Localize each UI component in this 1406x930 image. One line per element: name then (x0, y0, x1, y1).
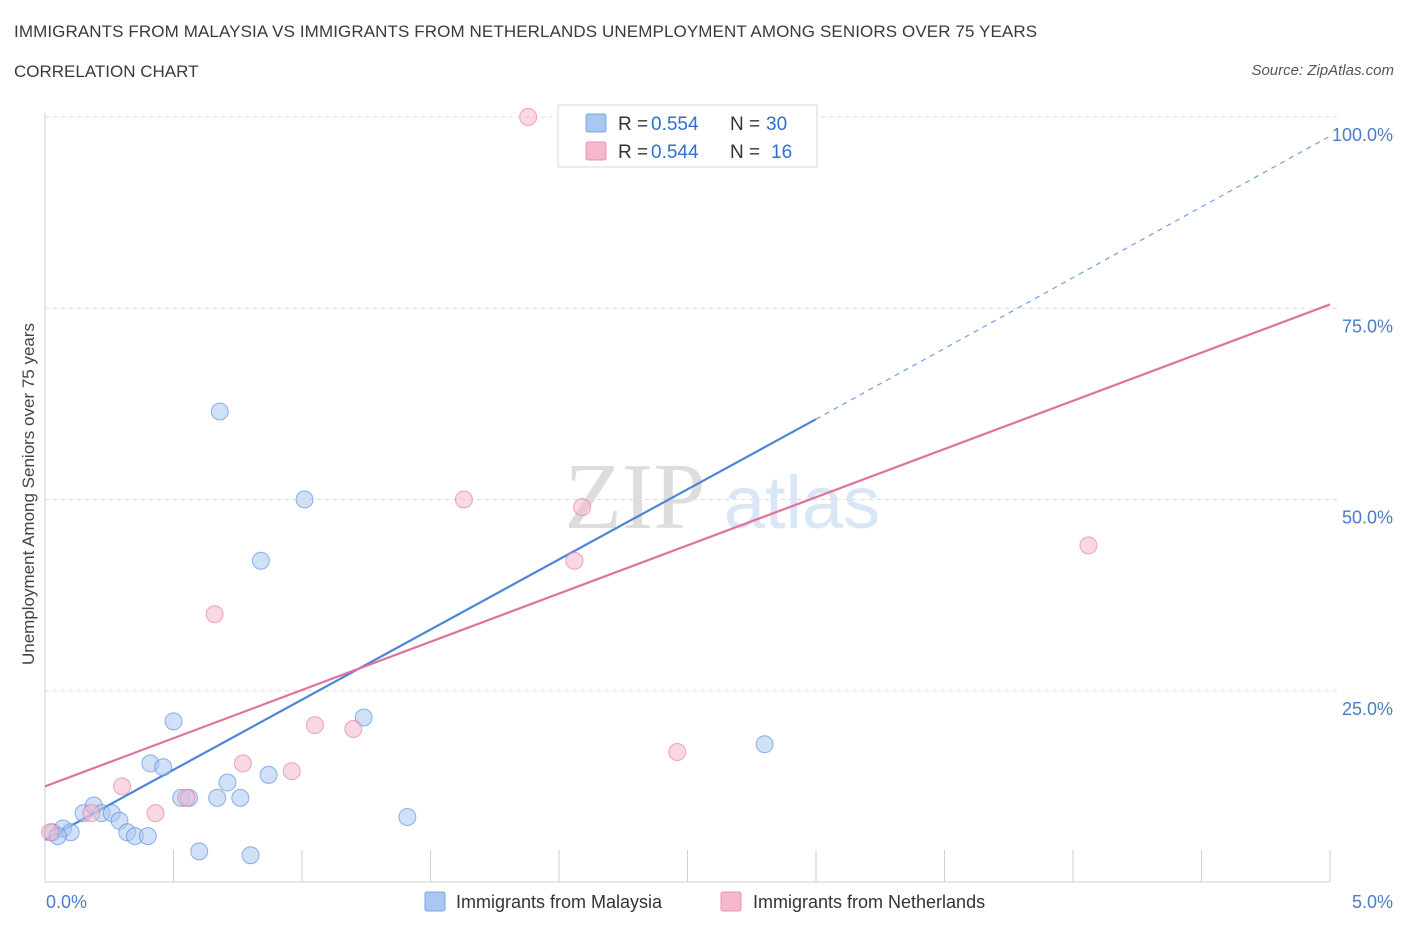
watermark-zip: ZIP (565, 445, 706, 549)
trend-line-0 (44, 418, 817, 841)
point-s1-1 (82, 804, 101, 823)
point-s0-10 (138, 827, 157, 846)
bottom-legend-swatch-netherlands (720, 891, 742, 912)
point-s0-23 (259, 765, 278, 784)
point-s1-4 (177, 788, 196, 807)
legend-n-label: N = (730, 114, 760, 135)
point-s1-11 (519, 108, 538, 126)
point-s1-8 (305, 716, 324, 735)
point-s0-21 (241, 846, 260, 865)
chart-title: IMMIGRANTS FROM MALAYSIA VS IMMIGRANTS F… (14, 22, 1038, 41)
point-s1-2 (113, 777, 132, 796)
point-s0-26 (398, 807, 417, 826)
watermark: ZIP atlas (565, 445, 881, 549)
point-s0-16 (190, 842, 209, 861)
data-points (41, 108, 1098, 865)
point-s0-28 (755, 735, 774, 754)
bottom-legend-swatch-malaysia (424, 891, 446, 912)
y-tick-label-1: 50.0% (1342, 508, 1393, 528)
legend-r-value-netherlands: 0.544 (651, 142, 699, 163)
point-s1-3 (146, 804, 165, 823)
point-s1-0 (41, 823, 60, 842)
bottom-legend-label-netherlands: Immigrants from Netherlands (753, 892, 985, 912)
legend-r-label: R = (618, 114, 648, 135)
legend-swatch-malaysia (585, 113, 607, 133)
point-s1-5 (205, 605, 224, 624)
y-tick-label-0: 25.0% (1342, 699, 1393, 719)
legend-swatch-netherlands (585, 141, 607, 161)
chart-subtitle: CORRELATION CHART (14, 62, 199, 81)
tick-labels: 25.0% 50.0% 75.0% 100.0% 0.0% 5.0% (46, 125, 1393, 912)
legend-r-value-malaysia: 0.554 (651, 114, 699, 135)
legend-n-label-2: N = (730, 142, 760, 163)
point-s0-24 (295, 490, 314, 509)
point-s0-18 (210, 402, 229, 421)
series-legend: Immigrants from Malaysia Immigrants from… (424, 891, 985, 912)
point-s1-7 (282, 762, 301, 781)
point-s1-9 (344, 720, 363, 738)
bottom-legend-label-malaysia: Immigrants from Malaysia (456, 892, 663, 912)
point-s0-17 (208, 788, 227, 807)
point-s1-15 (1079, 536, 1098, 555)
y-tick-label-3: 100.0% (1332, 125, 1393, 145)
x-tick-label-1: 5.0% (1352, 892, 1393, 912)
grid-lines (45, 116, 1340, 692)
correlation-legend: R = 0.554 N = 30 R = 0.544 N = 16 (557, 104, 818, 168)
point-s0-22 (251, 551, 270, 570)
point-s1-14 (668, 742, 687, 761)
trend-extension-0 (815, 135, 1331, 420)
y-axis-label: Unemployment Among Seniors over 75 years (19, 323, 38, 665)
source-label: Source: ZipAtlas.com (1251, 62, 1394, 79)
point-s1-6 (233, 754, 252, 773)
point-s0-19 (218, 773, 237, 792)
legend-r-label-2: R = (618, 142, 648, 163)
axes (44, 113, 1331, 883)
x-tick-label-0: 0.0% (46, 892, 87, 912)
point-s0-25 (354, 708, 373, 727)
point-s0-12 (154, 758, 173, 777)
point-s1-10 (454, 490, 473, 509)
point-s1-13 (573, 498, 592, 517)
y-tick-label-2: 75.0% (1342, 316, 1393, 336)
trend-lines (44, 135, 1331, 841)
legend-n-value-malaysia: 30 (766, 114, 787, 135)
legend-n-value-netherlands: 16 (771, 142, 792, 163)
point-s0-13 (164, 712, 183, 731)
trend-line-1 (44, 303, 1331, 788)
point-s1-12 (565, 551, 584, 570)
point-s0-20 (231, 788, 250, 807)
